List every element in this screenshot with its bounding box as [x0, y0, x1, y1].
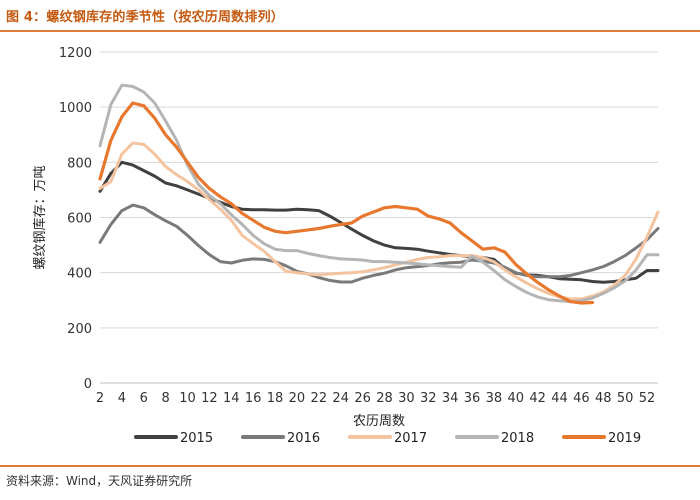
source-rule — [0, 465, 700, 467]
x-tick-label: 6 — [140, 391, 148, 406]
x-tick-label: 42 — [529, 391, 546, 406]
x-tick-label: 34 — [442, 391, 459, 406]
y-tick-label: 0 — [84, 377, 92, 392]
legend: 2015 2016 2017 2018 2019 — [134, 431, 641, 446]
series-line-2019 — [98, 101, 595, 305]
x-tick-label: 50 — [617, 391, 634, 406]
legend-label-2016: 2016 — [287, 431, 320, 446]
y-tick-label: 400 — [67, 267, 92, 282]
x-tick-label: 26 — [354, 391, 371, 406]
x-tick-label: 38 — [486, 391, 503, 406]
x-tick-label: 28 — [376, 391, 393, 406]
grid-lines — [100, 51, 658, 329]
source-note: 资料来源：Wind，天风证券研究所 — [6, 474, 193, 488]
y-tick-label: 800 — [67, 156, 92, 171]
x-tick-label: 8 — [162, 391, 170, 406]
x-tick-label: 32 — [420, 391, 437, 406]
x-tick-label: 24 — [332, 391, 349, 406]
figure-title: 图 4：螺纹钢库存的季节性（按农历周数排列） — [6, 10, 284, 25]
x-tick-label: 20 — [289, 391, 306, 406]
x-tick-label: 44 — [551, 391, 568, 406]
series-line-2016 — [98, 203, 660, 284]
legend-label-2015: 2015 — [180, 431, 213, 446]
x-tick-label: 52 — [639, 391, 656, 406]
series-lines — [98, 83, 660, 305]
legend-label-2018: 2018 — [501, 431, 534, 446]
legend-label-2019: 2019 — [608, 431, 641, 446]
x-tick-label: 16 — [245, 391, 262, 406]
x-tick-label: 12 — [201, 391, 218, 406]
x-tick-label: 2 — [96, 391, 104, 406]
legend-label-2017: 2017 — [394, 431, 427, 446]
y-tick-label: 1000 — [59, 101, 92, 116]
series-line-2015 — [98, 160, 660, 284]
x-tick-label: 30 — [398, 391, 415, 406]
title-rule — [0, 30, 700, 32]
y-axis-title: 螺纹钢库存：万吨 — [32, 165, 48, 269]
series-line-2018 — [98, 83, 660, 304]
x-tick-label: 40 — [507, 391, 524, 406]
x-tick-label: 10 — [179, 391, 196, 406]
x-tick-label: 18 — [267, 391, 284, 406]
y-axis-ticks: 0 200 400 600 800 1000 1200 — [59, 46, 92, 392]
y-tick-label: 600 — [67, 212, 92, 227]
y-tick-label: 1200 — [59, 46, 92, 61]
x-axis-ticks: 2 4 6 8 10 12 14 16 18 20 22 24 26 28 30 32 34 36 38 40 42 44… — [96, 391, 655, 406]
x-tick-label: 4 — [118, 391, 126, 406]
x-tick-label: 36 — [464, 391, 481, 406]
x-tick-label: 46 — [573, 391, 590, 406]
x-axis-title: 农历周数 — [353, 414, 405, 429]
x-tick-label: 22 — [311, 391, 328, 406]
x-tick-label: 48 — [595, 391, 612, 406]
y-tick-label: 200 — [67, 322, 92, 337]
x-tick-label: 14 — [223, 391, 240, 406]
